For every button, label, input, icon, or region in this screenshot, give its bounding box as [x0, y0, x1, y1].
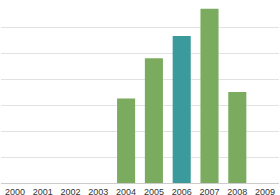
svg-text:2000: 2000	[5, 187, 25, 195]
svg-text:2006: 2006	[172, 187, 192, 195]
svg-text:2008: 2008	[227, 187, 247, 195]
svg-text:2003: 2003	[88, 187, 108, 195]
svg-text:2002: 2002	[60, 187, 80, 195]
svg-text:2004: 2004	[116, 187, 136, 195]
svg-text:2001: 2001	[33, 187, 53, 195]
svg-text:2007: 2007	[199, 187, 219, 195]
svg-text:2009: 2009	[255, 187, 275, 195]
svg-text:2005: 2005	[144, 187, 164, 195]
